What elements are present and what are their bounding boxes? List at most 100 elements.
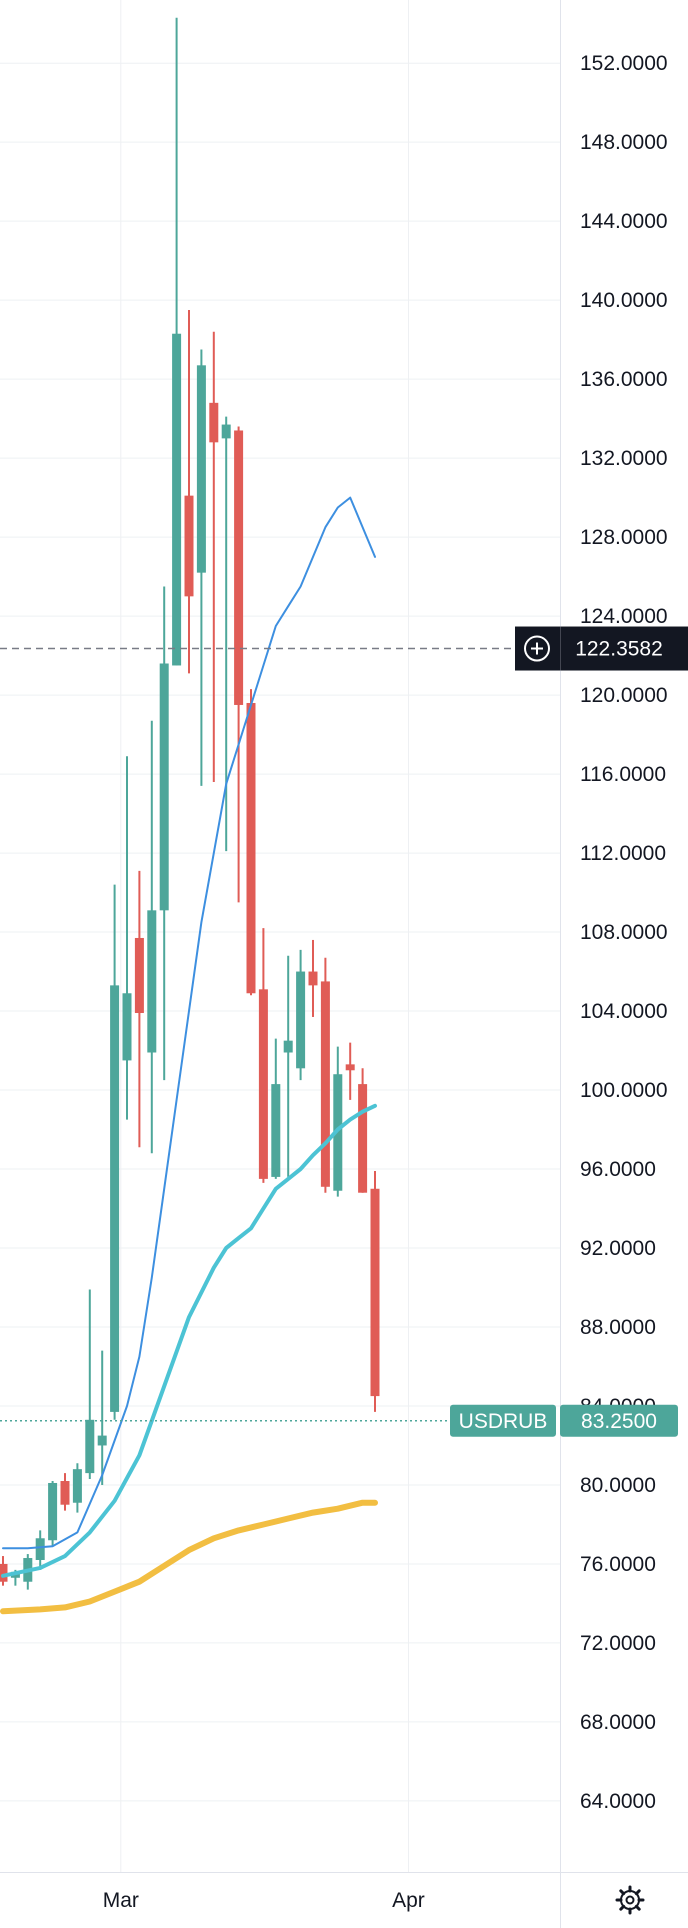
last-price-label: 83.2500 [581,1410,657,1433]
time-axis[interactable]: Mar Apr [0,1872,688,1928]
price-tick-label: 112.0000 [580,842,666,865]
candle [283,955,293,1177]
price-tick-label: 64.0000 [580,1790,656,1813]
candle-body [0,1563,8,1582]
price-tick-label: 72.0000 [580,1632,656,1655]
candle [209,331,219,782]
crosshair-price-label: 122.3582 [575,638,663,661]
candle-body [234,430,244,705]
price-tick-label: 104.0000 [580,1000,668,1023]
price-tick-label: 140.0000 [580,289,668,312]
price-tick-label: 132.0000 [580,447,668,470]
candle-body [345,1064,355,1071]
candle-body [209,402,219,443]
candle [134,870,144,1148]
candle-body [147,910,157,1053]
candle-body [308,971,318,986]
price-axis[interactable]: 64.000068.000072.000076.000080.000084.00… [560,0,688,1928]
price-tick-label: 124.0000 [580,605,668,628]
candle-body [258,989,268,1179]
candle [345,1042,355,1100]
candle [110,884,120,1420]
candle [221,416,231,852]
candle [60,1473,70,1511]
series-line-ma_fast [2,496,376,1550]
crosshair-tag [515,626,688,671]
price-tick-label: 68.0000 [580,1711,656,1734]
candle [48,1481,58,1547]
candle-body [48,1482,58,1541]
moving-averages [0,496,378,1615]
candle [234,426,244,903]
candle [370,1170,380,1412]
candle-body [85,1419,95,1474]
candle-body [283,1040,293,1053]
candle [159,586,169,1081]
candle [184,310,194,674]
candle [0,1556,8,1586]
candle-body [122,993,132,1061]
candle-body [246,702,256,994]
candle-body [72,1469,82,1503]
candle-body [221,424,231,439]
price-tick-label: 152.0000 [580,52,668,75]
candle-body [35,1538,45,1560]
time-axis-background [0,1872,560,1928]
price-tick-label: 116.0000 [580,763,666,786]
gear-tooth [619,1904,626,1911]
gear-tooth [634,1904,641,1911]
candle [35,1530,45,1570]
candle [308,939,318,1017]
candle-body [296,971,306,1069]
candle-body [159,663,169,911]
time-tick-label: Mar [103,1889,139,1912]
candle [358,1068,368,1193]
symbol-tag [450,1404,556,1437]
gear-hub [625,1895,635,1905]
candle-body [370,1188,380,1397]
candle [172,17,182,666]
candle [258,928,268,1183]
price-tick-label: 92.0000 [580,1237,656,1260]
price-tick-label: 136.0000 [580,368,668,391]
symbol-label: USDRUB [459,1410,548,1433]
candle [246,689,256,996]
candle [271,1038,281,1179]
candle [72,1463,82,1513]
price-tick-label: 120.0000 [580,684,668,707]
price-tick-label: 80.0000 [580,1474,656,1497]
candle-body [271,1084,281,1177]
gear-icon[interactable] [615,1885,645,1915]
candle-body [358,1084,368,1193]
candles [0,17,380,1590]
last-price-tag [560,1404,678,1437]
candle [196,349,206,786]
settings-button[interactable] [615,1885,645,1915]
price-tick-label: 76.0000 [580,1553,656,1576]
candle [122,756,132,1120]
candle-body [134,937,144,1014]
price-tick-label: 88.0000 [580,1316,656,1339]
candle-body [320,981,330,1187]
candle [147,720,157,1154]
candle-body [97,1435,107,1446]
candle [296,949,306,1081]
candle-body [172,333,182,666]
last-price-marker: USDRUB 83.2500 [0,1404,678,1437]
price-tick-label: 100.0000 [580,1079,668,1102]
price-tick-label: 108.0000 [580,921,668,944]
time-tick-label: Apr [392,1889,425,1912]
price-tick-label: 144.0000 [580,210,668,233]
candle-body [110,985,120,1412]
gear-tooth [634,1889,641,1896]
crosshair-marker: 122.3582 [0,626,688,671]
candle [320,957,330,1193]
series-line-ma_slow [0,1499,378,1615]
price-tick-label: 128.0000 [580,526,668,549]
plus-circle-icon[interactable] [524,635,550,662]
price-axis-background [560,0,688,1872]
price-tick-label: 96.0000 [580,1158,656,1181]
candle-body [60,1481,70,1505]
candle-body [196,365,206,573]
